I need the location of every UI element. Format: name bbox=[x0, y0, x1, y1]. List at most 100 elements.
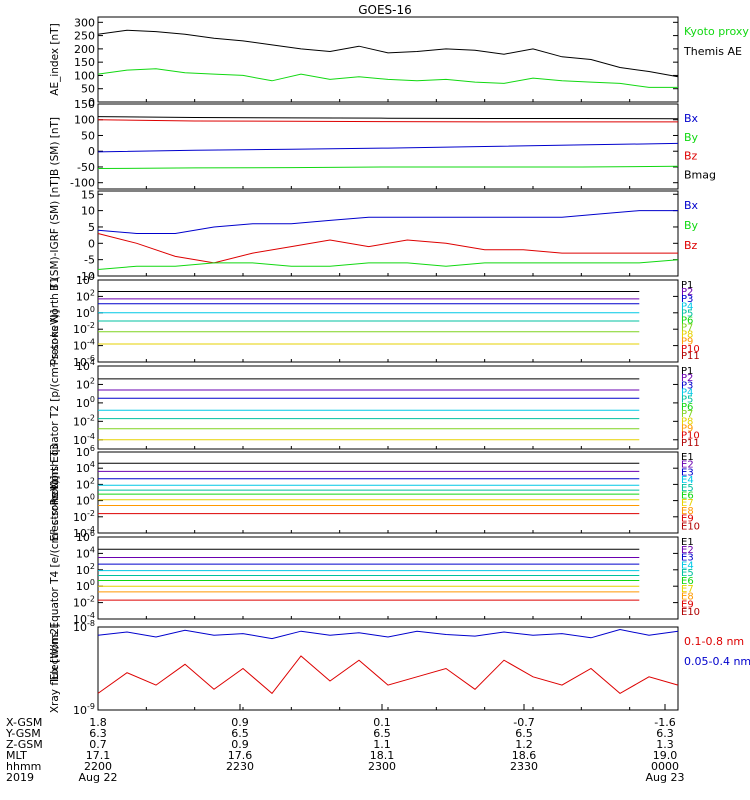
axis-row-value: 18.1 bbox=[370, 749, 395, 762]
y-tick-label: 150 bbox=[74, 98, 95, 111]
axis-row-value: 2200 bbox=[84, 760, 112, 773]
legend-entry: E2 bbox=[681, 545, 694, 556]
legend-entry: P8 bbox=[681, 416, 693, 427]
legend-entry: P2 bbox=[681, 373, 693, 384]
axis-row-value: 2300 bbox=[368, 760, 396, 773]
y-tick-label: 104 bbox=[76, 460, 95, 475]
y-axis-label: AE_index [nT] bbox=[49, 23, 61, 95]
legend-entry: Bx bbox=[684, 112, 699, 125]
legend-entry: E8 bbox=[681, 592, 694, 603]
y-tick-label: 300 bbox=[74, 16, 95, 29]
y-tick-label: 100 bbox=[76, 578, 95, 593]
y-tick-label: -5 bbox=[84, 254, 95, 267]
legend-entry: P7 bbox=[681, 409, 693, 420]
legend-entry: P7 bbox=[681, 323, 693, 334]
legend-entry: E2 bbox=[681, 460, 694, 471]
axis-row-label: Y-GSM bbox=[5, 727, 41, 740]
axis-row-value: 6.5 bbox=[515, 727, 533, 740]
axis-row-value: 0.1 bbox=[373, 716, 391, 729]
legend-entry: Kyoto proxy AE bbox=[684, 25, 750, 38]
legend-entry: P11 bbox=[681, 438, 700, 449]
y-tick-label: 10 bbox=[81, 205, 95, 218]
y-tick-label: 102 bbox=[76, 376, 95, 391]
legend-entry: P8 bbox=[681, 330, 693, 341]
y-tick-label: 200 bbox=[74, 43, 95, 56]
y-tick-label: 104 bbox=[76, 272, 95, 287]
y-tick-label: 104 bbox=[76, 545, 95, 560]
legend: Bx By Bz Bmag bbox=[684, 112, 716, 181]
y-tick-label: 100 bbox=[74, 114, 95, 127]
axis-row-value: 6.5 bbox=[373, 727, 391, 740]
legend-entry: P9 bbox=[681, 337, 693, 348]
axis-row-label: X-GSM bbox=[6, 716, 42, 729]
axis-row-value: Aug 23 bbox=[646, 771, 685, 784]
legend-entry: 0.1-0.8 nm bbox=[684, 635, 744, 648]
y-tick-label: 100 bbox=[74, 69, 95, 82]
panel-frame bbox=[97, 451, 679, 534]
panel-3: -10 -5 0 5 10 15 B (SM)-IGRF (SM) [nT] Bx By Bz bbox=[49, 176, 699, 291]
legend: Bx By Bz bbox=[684, 199, 699, 252]
legend-entry: E4 bbox=[681, 560, 694, 571]
legend-entry: E4 bbox=[681, 475, 694, 486]
legend-entry: E7 bbox=[681, 498, 694, 509]
y-tick-label: 250 bbox=[74, 30, 95, 43]
legend-entry: E1 bbox=[681, 452, 694, 463]
series-line-bx bbox=[97, 210, 678, 234]
legend-entry: E1 bbox=[681, 537, 694, 548]
axis-row-value: 6.3 bbox=[656, 727, 674, 740]
series-line-0-05-0-4-nm bbox=[97, 655, 679, 695]
legend-entry: P5 bbox=[681, 308, 693, 319]
legend-entry: E3 bbox=[681, 467, 694, 478]
y-axis-label: B (SM)-IGRF (SM) [nT] bbox=[49, 176, 61, 291]
axis-row-value: Aug 22 bbox=[79, 771, 118, 784]
legend-entry: E10 bbox=[681, 607, 700, 618]
y-tick-label: 15 bbox=[81, 188, 95, 201]
series-line-bz bbox=[97, 233, 678, 264]
y-tick-label: -50 bbox=[77, 161, 95, 174]
y-tick-label: -10 bbox=[77, 270, 95, 283]
axis-row-value: 0.7 bbox=[89, 738, 107, 751]
legend-entry: P6 bbox=[681, 315, 693, 326]
y-tick-label: 100 bbox=[76, 493, 95, 508]
legend-entry: E3 bbox=[681, 553, 694, 564]
legend-entry: E9 bbox=[681, 599, 694, 610]
y-axis-label: Protons Equator T2 [p/(cm²-s-sr-keV)] bbox=[49, 310, 61, 506]
y-tick-label: 10-9 bbox=[73, 702, 95, 717]
legend-entry: 0.05-0.4 nm bbox=[684, 655, 750, 668]
y-tick-label: 50 bbox=[81, 129, 95, 142]
y-tick-label: 102 bbox=[76, 476, 95, 491]
axis-row-label: hhmm bbox=[6, 760, 41, 773]
y-axis-label: Xray flux [W/m2] bbox=[49, 624, 61, 713]
legend-entry: Bz bbox=[684, 239, 698, 252]
y-tick-label: 10-2 bbox=[73, 595, 95, 610]
axis-row-value: 0.9 bbox=[231, 716, 249, 729]
y-tick-label: 10-4 bbox=[73, 432, 95, 447]
y-tick-label: -100 bbox=[70, 177, 95, 190]
y-tick-label: 10-8 bbox=[73, 619, 95, 634]
y-axis-label: Electrons Equator T4 [e/(cm²-s-sr-keV)] bbox=[49, 476, 61, 681]
legend-entry: P1 bbox=[681, 366, 693, 377]
axis-row-value: 1.2 bbox=[515, 738, 533, 751]
legend-entry: By bbox=[684, 131, 699, 144]
y-tick-label: 5 bbox=[88, 221, 95, 234]
bottom-axis: X-GSM 1.8 0.9 0.1 -0.7 -1.6 Y-GSM 6.3 6.5 6.5 6.5 6… bbox=[5, 704, 684, 784]
legend-entry: P11 bbox=[681, 351, 700, 362]
legend-entry: E10 bbox=[681, 521, 700, 532]
y-tick-label: 10-4 bbox=[73, 525, 95, 540]
axis-row-label: MLT bbox=[6, 749, 27, 762]
legend-entry: E9 bbox=[681, 514, 694, 525]
legend-entry: P6 bbox=[681, 402, 693, 413]
legend-entry: P5 bbox=[681, 395, 693, 406]
y-tick-label: 10-2 bbox=[73, 321, 95, 336]
axis-row-value: 1.1 bbox=[373, 738, 391, 751]
y-tick-label: 50 bbox=[81, 83, 95, 96]
y-tick-label: 0 bbox=[88, 96, 95, 109]
axis-row-value: 0.9 bbox=[231, 738, 249, 751]
y-tick-label: 102 bbox=[76, 562, 95, 577]
y-tick-label: 106 bbox=[76, 529, 95, 544]
axis-row-value: 1.8 bbox=[89, 716, 107, 729]
axis-row-value: -1.6 bbox=[654, 716, 675, 729]
y-axis-label: Electrons North T3 bbox=[49, 444, 61, 542]
